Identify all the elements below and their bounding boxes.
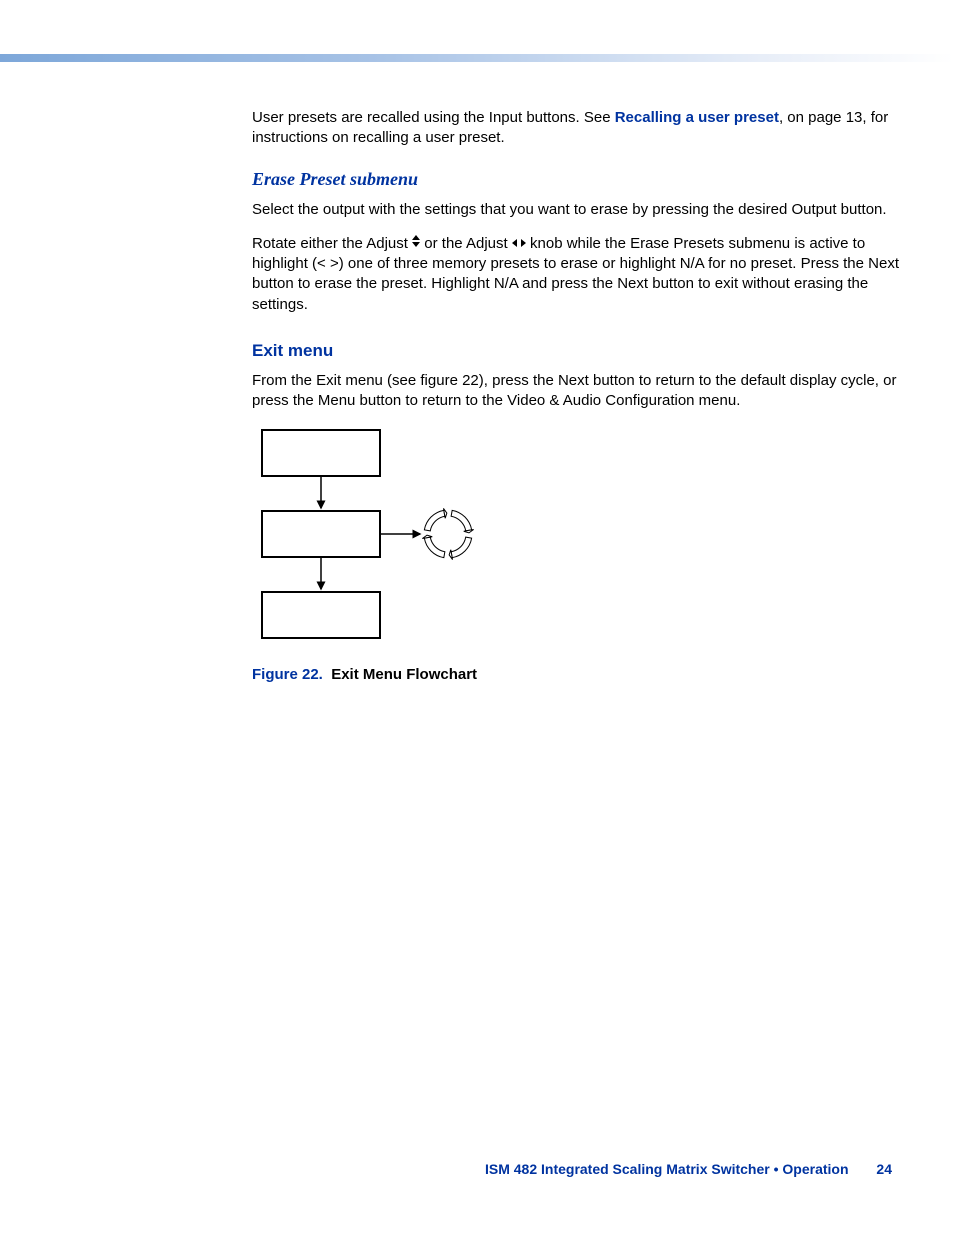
- figure-label: Figure 22.: [252, 666, 323, 683]
- page-footer: ISM 482 Integrated Scaling Matrix Switch…: [485, 1161, 892, 1177]
- erase-p2-b: or the Adjust: [420, 235, 512, 252]
- adjust-vertical-icon: [412, 233, 420, 253]
- footer-text: ISM 482 Integrated Scaling Matrix Switch…: [485, 1161, 849, 1177]
- recall-preset-link[interactable]: Recalling a user preset: [615, 109, 779, 126]
- flowchart-diagram: [252, 425, 902, 650]
- erase-p1: Select the output with the settings that…: [252, 200, 902, 220]
- erase-p2-a: Rotate either the Adjust: [252, 235, 412, 252]
- intro-text-a: User presets are recalled using the Inpu…: [252, 109, 615, 126]
- exit-p1: From the Exit menu (see figure 22), pres…: [252, 371, 902, 412]
- footer-page-number: 24: [876, 1161, 892, 1177]
- erase-preset-heading: Erase Preset submenu: [252, 169, 902, 190]
- erase-p2: Rotate either the Adjust or the Adjust k…: [252, 234, 902, 315]
- exit-menu-heading: Exit menu: [252, 341, 902, 361]
- figure-title: Exit Menu Flowchart: [331, 666, 477, 683]
- header-gradient-bar: [0, 54, 954, 62]
- adjust-horizontal-icon: [512, 233, 526, 253]
- figure-caption: Figure 22. Exit Menu Flowchart: [252, 666, 902, 683]
- page-content: User presets are recalled using the Inpu…: [252, 108, 902, 683]
- flowchart-svg: [252, 425, 492, 645]
- intro-paragraph: User presets are recalled using the Inpu…: [252, 108, 902, 149]
